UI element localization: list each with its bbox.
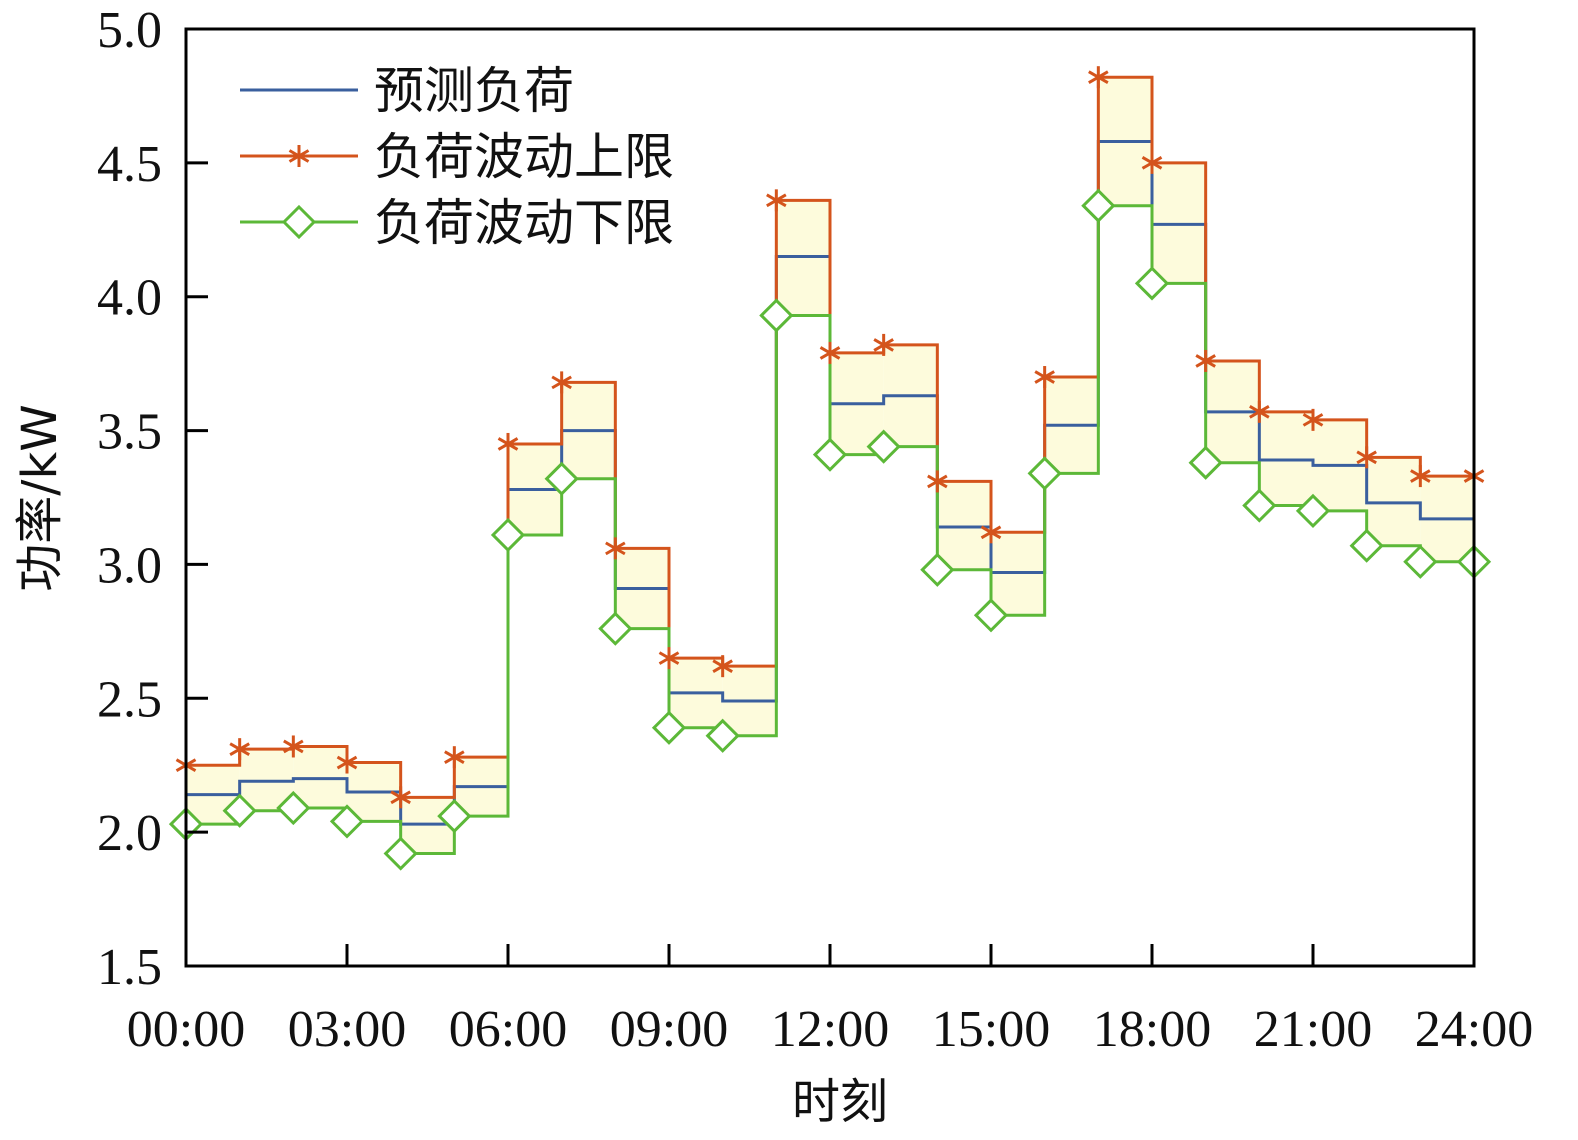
y-tick-label-0: 1.5 (97, 939, 162, 996)
x-axis-label: 时刻 (792, 1074, 888, 1130)
legend-entry-1: 负荷波动上限 (240, 128, 674, 186)
lower-point-17 (1081, 188, 1116, 223)
legend-entry-0: 预测负荷 (240, 62, 574, 120)
lower-point-6 (490, 517, 526, 553)
upper-point-17 (1088, 66, 1109, 89)
x-tick-label-3: 09:00 (610, 1001, 728, 1058)
upper-point-22 (1356, 446, 1377, 469)
lower-point-3 (329, 804, 365, 839)
lower-point-2 (276, 790, 311, 826)
lower-point-7 (544, 461, 579, 496)
lower-point-13 (866, 429, 901, 464)
y-tick-label-3: 3.0 (97, 537, 162, 594)
upper-point-21 (1302, 408, 1324, 431)
upper-point-4 (390, 786, 411, 809)
upper-point-8 (605, 537, 626, 560)
x-tick-label-1: 03:00 (288, 1001, 406, 1058)
y-tick-label-4: 3.5 (97, 404, 162, 461)
upper-point-9 (658, 647, 680, 670)
lower-point-21 (1295, 493, 1331, 529)
lower-point-14 (920, 552, 955, 587)
lower-point-15 (973, 598, 1009, 633)
lower-point-22 (1349, 528, 1384, 563)
upper-point-20 (1249, 400, 1270, 423)
upper-point-12 (819, 341, 841, 364)
upper-point-15 (980, 521, 1002, 544)
upper-point-19 (1195, 349, 1216, 372)
legend-label-1: 负荷波动上限 (374, 128, 674, 186)
x-tick-label-2: 06:00 (449, 1001, 567, 1058)
lower-point-23 (1403, 544, 1438, 579)
legend-marker-1 (288, 145, 310, 167)
y-tick-label-1: 2.0 (97, 805, 162, 862)
lower-point-16 (1027, 456, 1062, 491)
upper-point-5 (444, 746, 465, 769)
legend-entry-2: 负荷波动下限 (240, 194, 674, 252)
axis-ticks (184, 27, 1476, 968)
x-tick-label-0: 00:00 (127, 1001, 245, 1058)
upper-point-2 (283, 735, 304, 758)
upper-point-16 (1034, 366, 1055, 389)
lower-point-10 (705, 718, 740, 753)
y-tick-label-6: 4.5 (97, 136, 162, 193)
x-tick-labels: 00:00 03:00 06:00 09:00 12:00 15:00 18:00 21:00… (127, 1001, 1533, 1058)
lower-point-1 (222, 793, 257, 828)
lower-point-18 (1134, 266, 1170, 301)
legend-marker-2 (281, 204, 317, 240)
y-tick-label-7: 5.0 (97, 2, 162, 59)
lower-point-12 (812, 437, 848, 472)
x-tick-label-8: 24:00 (1415, 1001, 1533, 1058)
lower-point-9 (651, 710, 687, 745)
lower-point-4 (383, 836, 418, 871)
upper-point-11 (766, 189, 787, 212)
y-axis-label: 功率/kW (12, 404, 68, 591)
upper-point-23 (1410, 465, 1431, 488)
lower-point-11 (759, 298, 794, 333)
x-tick-label-6: 18:00 (1093, 1001, 1211, 1058)
x-tick-label-4: 12:00 (771, 1001, 889, 1058)
lower-point-19 (1188, 445, 1223, 480)
x-tick-label-7: 21:00 (1254, 1001, 1372, 1058)
upper-point-18 (1141, 151, 1163, 174)
y-tick-labels: 1.5 2.0 2.5 3.0 3.5 4.0 4.5 5.0 (97, 2, 162, 996)
upper-point-10 (712, 655, 733, 678)
upper-point-1 (229, 738, 250, 761)
legend-label-2: 负荷波动下限 (374, 194, 674, 252)
lower-point-5 (437, 798, 472, 834)
lower-point-20 (1242, 488, 1277, 523)
lower-point-8 (598, 611, 633, 646)
upper-point-6 (497, 432, 519, 455)
upper-point-3 (336, 751, 358, 774)
upper-point-14 (927, 470, 948, 493)
upper-point-7 (551, 371, 572, 394)
legend-label-0: 预测负荷 (374, 62, 574, 120)
y-tick-label-5: 4.0 (97, 270, 162, 327)
y-tick-label-2: 2.5 (97, 671, 162, 728)
x-tick-label-5: 15:00 (932, 1001, 1050, 1058)
upper-point-13 (873, 333, 894, 356)
